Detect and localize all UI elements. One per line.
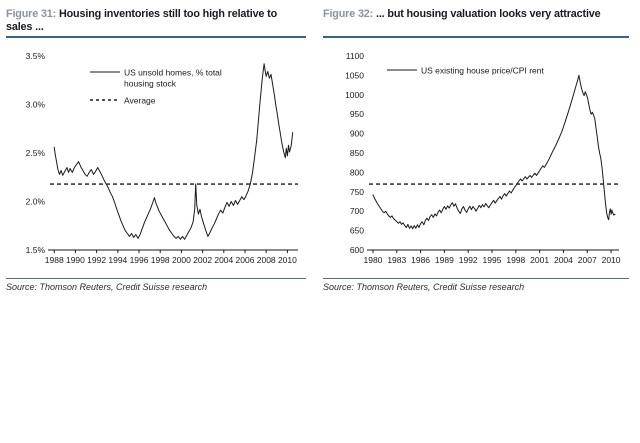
- y-tick-label: 950: [350, 109, 364, 119]
- x-tick-label: 1986: [411, 255, 430, 265]
- y-tick-label: 1100: [346, 51, 365, 61]
- figure-32-title: Figure 32: ... but housing valuation loo…: [323, 8, 629, 38]
- legend: US existing house price/CPI rent: [387, 66, 544, 76]
- y-tick-label: 1.5%: [26, 245, 46, 255]
- figure-31-title-text: Housing inventories still too high relat…: [6, 8, 278, 33]
- y-tick-label: 3.0%: [26, 100, 46, 110]
- figure-31: Figure 31: Housing inventories still too…: [6, 8, 306, 292]
- figures-row: Figure 31: Housing inventories still too…: [6, 8, 629, 292]
- chart-unsold-homes: 1988 1990 1992 1994 1996 1998 2000 2002 2004 2006…: [26, 51, 298, 265]
- y-tick-label: 900: [350, 129, 364, 139]
- x-tick-label: 1996: [130, 255, 149, 265]
- y-tick-label: 850: [350, 148, 364, 158]
- figure-31-title: Figure 31: Housing inventories still too…: [6, 8, 306, 38]
- y-tick-label: 1050: [345, 70, 364, 80]
- x-tick-label: 1998: [151, 255, 170, 265]
- x-tick-label: 2007: [578, 255, 597, 265]
- x-tick-label: 1995: [483, 255, 502, 265]
- y-tick-label: 650: [350, 226, 364, 236]
- figure-32: Figure 32: ... but housing valuation loo…: [323, 8, 629, 292]
- legend-label: housing stock: [124, 79, 177, 89]
- y-tick-label: 2.5%: [26, 148, 46, 158]
- y-tick-label: 750: [350, 187, 364, 197]
- y-axis-labels: 1.5% 2.0% 2.5% 3.0% 3.5%: [26, 51, 46, 255]
- x-tick-label: 1994: [108, 255, 127, 265]
- y-tick-label: 2.0%: [26, 197, 46, 207]
- x-axis: 1980 1983 1986 1989 1992 1995 1998 2001 2004 2007…: [364, 249, 621, 265]
- y-axis-labels: 600 650 700 750 800 850 900 950 1000 1050 1100: [345, 51, 364, 255]
- figure-31-label: Figure 31:: [6, 8, 57, 20]
- series-line: [372, 74, 616, 230]
- chart-price-rent: 1980 1983 1986 1989 1992 1995 1998 2001 2004 2007…: [345, 51, 621, 265]
- series-line: [53, 63, 294, 240]
- legend-label: US existing house price/CPI rent: [421, 66, 544, 76]
- legend-label: Average: [124, 96, 156, 106]
- x-tick-label: 1992: [87, 255, 106, 265]
- x-tick-label: 2010: [602, 255, 621, 265]
- x-tick-label: 2000: [172, 255, 191, 265]
- x-tick-label: 2010: [278, 255, 297, 265]
- x-tick-label: 2004: [554, 255, 573, 265]
- x-tick-label: 1992: [459, 255, 478, 265]
- figure-32-title-text: ... but housing valuation looks very att…: [375, 8, 601, 20]
- figure-31-source: Source: Thomson Reuters, Credit Suisse r…: [6, 278, 306, 292]
- x-tick-label: 1989: [435, 255, 454, 265]
- x-tick-label: 1988: [45, 255, 64, 265]
- y-tick-label: 1000: [345, 90, 364, 100]
- x-tick-label: 1980: [364, 255, 383, 265]
- x-tick-label: 2008: [257, 255, 276, 265]
- legend-label: US unsold homes, % total: [124, 68, 222, 78]
- x-tick-label: 2006: [236, 255, 255, 265]
- y-tick-label: 3.5%: [26, 51, 46, 61]
- figure-32-source: Source: Thomson Reuters, Credit Suisse r…: [323, 278, 629, 292]
- y-tick-label: 700: [350, 206, 364, 216]
- figure-32-label: Figure 32:: [323, 8, 374, 20]
- x-tick-label: 2002: [193, 255, 212, 265]
- x-tick-label: 1998: [506, 255, 525, 265]
- x-tick-label: 2004: [214, 255, 233, 265]
- x-tick-label: 2001: [530, 255, 549, 265]
- y-tick-label: 800: [350, 167, 364, 177]
- x-tick-label: 1983: [387, 255, 406, 265]
- y-tick-label: 600: [350, 245, 364, 255]
- x-tick-label: 1990: [66, 255, 85, 265]
- x-axis: 1988 1990 1992 1994 1996 1998 2000 2002 2004 2006…: [45, 249, 298, 265]
